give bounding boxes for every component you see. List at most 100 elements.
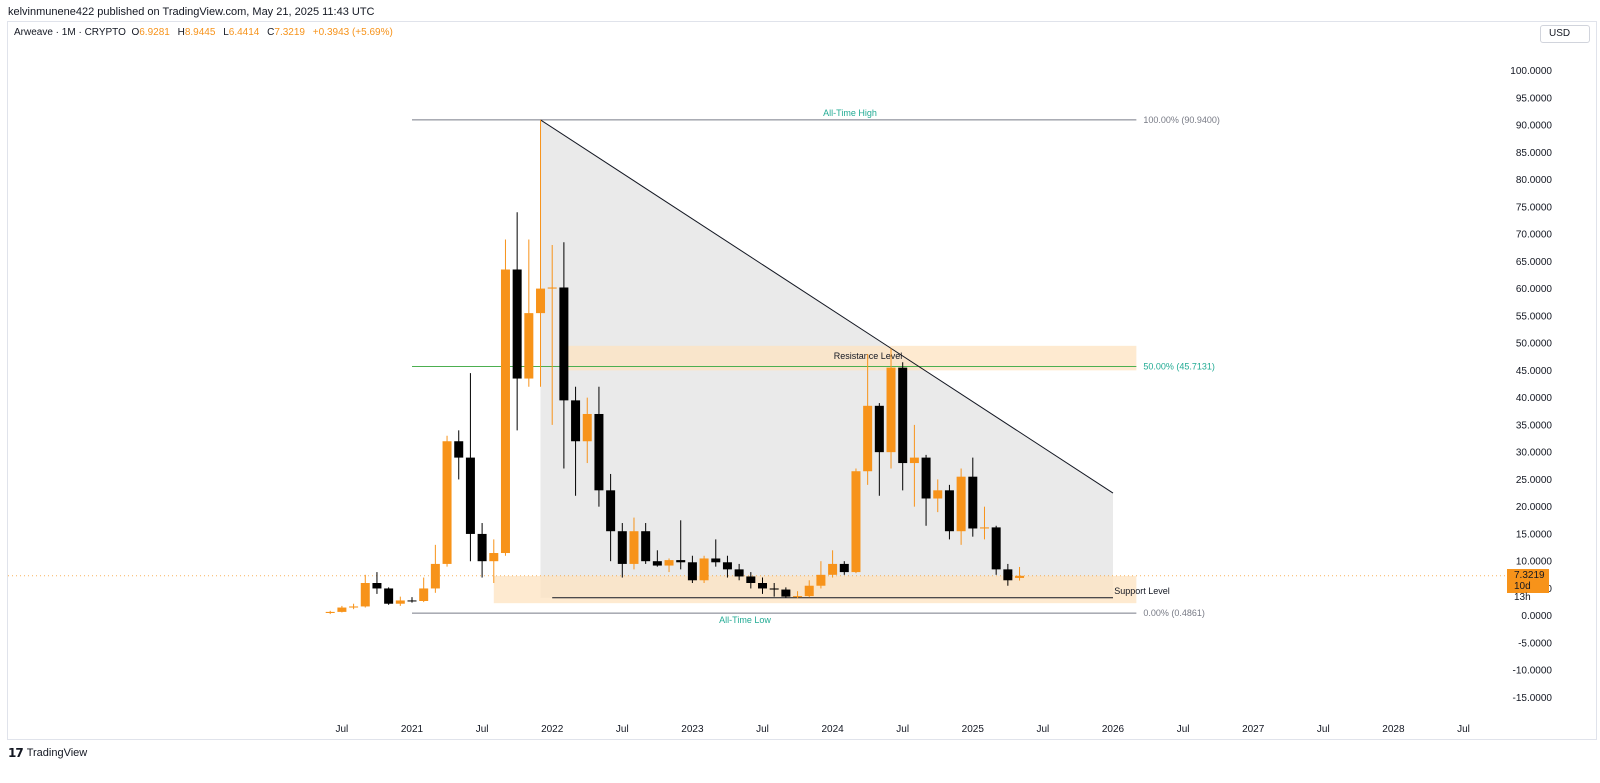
candle-body[interactable] [863, 405, 873, 472]
candle-body[interactable] [956, 476, 966, 532]
candle-body[interactable] [442, 441, 452, 564]
candle-body[interactable] [1003, 569, 1013, 581]
candle-body[interactable] [991, 527, 1001, 570]
currency-button[interactable]: USD [1540, 25, 1590, 43]
descending-trendline[interactable] [540, 119, 1114, 494]
candle-body[interactable] [781, 589, 791, 597]
candle-body[interactable] [337, 607, 347, 612]
candle-body[interactable] [524, 313, 534, 379]
candle-body[interactable] [641, 531, 651, 562]
low-key: L [223, 27, 229, 38]
chart-frame[interactable] [7, 21, 1597, 740]
candle-body[interactable] [360, 583, 370, 607]
x-axis-tick-label: 2024 [821, 724, 844, 735]
candle-body[interactable] [968, 476, 978, 529]
candle-body[interactable] [395, 600, 405, 604]
x-axis-tick-label: Jul [1177, 724, 1190, 735]
candle-body[interactable] [1015, 575, 1025, 578]
candle-body[interactable] [816, 574, 826, 586]
fib-0-label: 0.00% (0.4861) [1143, 608, 1205, 618]
candle-body[interactable] [734, 569, 744, 577]
fib-100-label: 100.00% (90.9400) [1143, 115, 1220, 125]
candle-body[interactable] [793, 596, 803, 598]
high-value: 8.9445 [184, 27, 216, 38]
y-axis-tick-label: 60.0000 [1516, 284, 1553, 295]
x-axis-tick-label: Jul [336, 724, 349, 735]
open-key: O [131, 27, 140, 38]
candle-body[interactable] [886, 367, 896, 453]
top-bar: kelvinmunene422 published on TradingView… [0, 0, 1600, 22]
symbol-name[interactable]: Arweave · 1M · CRYPTO [14, 27, 126, 38]
candle-body[interactable] [629, 531, 639, 564]
high-key: H [177, 27, 185, 38]
candle-body[interactable] [687, 562, 697, 581]
close-value: 7.3219 [274, 27, 305, 38]
y-axis-tick-label: 45.0000 [1516, 366, 1553, 377]
candle-body[interactable] [465, 457, 475, 534]
x-axis-tick-label: 2026 [1102, 724, 1125, 735]
candle-body[interactable] [874, 405, 884, 453]
candle-body[interactable] [536, 288, 546, 314]
y-axis-tick-label: 10.0000 [1516, 557, 1553, 568]
y-axis-tick-label: 30.0000 [1516, 448, 1553, 459]
x-axis-tick-label: 2022 [541, 724, 564, 735]
candle-body[interactable] [500, 269, 510, 554]
x-axis-tick-label: 2027 [1242, 724, 1265, 735]
candle-body[interactable] [722, 562, 732, 570]
candle-body[interactable] [676, 560, 686, 563]
candle-body[interactable] [758, 583, 767, 589]
x-axis-tick-label: 2021 [401, 724, 424, 735]
candle-body[interactable] [921, 457, 931, 499]
y-axis-tick-label: 55.0000 [1516, 311, 1553, 322]
y-axis-tick-label: 25.0000 [1516, 475, 1553, 486]
y-axis-tick-label: 100.0000 [1510, 66, 1552, 77]
candle-body[interactable] [582, 413, 592, 442]
candle-body[interactable] [711, 558, 721, 563]
all-time-low-label: All-Time Low [719, 615, 771, 625]
candle-body[interactable] [547, 287, 557, 289]
candle-body[interactable] [512, 269, 522, 379]
candle-body[interactable] [851, 471, 861, 573]
last-price-value: 7.3219 [1514, 570, 1545, 581]
candle-body[interactable] [699, 558, 709, 581]
candle-body[interactable] [944, 490, 954, 532]
candle-body[interactable] [372, 583, 382, 589]
candle-body[interactable] [559, 287, 569, 401]
candle-body[interactable] [898, 367, 908, 464]
close-key: C [267, 27, 275, 38]
candle-body[interactable] [430, 563, 440, 589]
x-axis-tick-label: Jul [476, 724, 489, 735]
candle-body[interactable] [489, 553, 499, 562]
candle-body[interactable] [979, 527, 989, 529]
candle-body[interactable] [571, 400, 581, 442]
x-axis-tick-label: 2023 [681, 724, 704, 735]
candle-body[interactable] [477, 533, 487, 562]
tradingview-brand[interactable]: 17 TradingView [8, 746, 87, 760]
candle-body[interactable] [909, 457, 919, 464]
candle-body[interactable] [828, 563, 838, 575]
support-zone[interactable] [493, 575, 1137, 604]
candle-body[interactable] [617, 531, 627, 564]
candle-body[interactable] [652, 561, 662, 566]
candle-body[interactable] [933, 490, 943, 499]
x-axis-tick-label: Jul [756, 724, 769, 735]
candle-body[interactable] [746, 576, 756, 584]
candle-body[interactable] [606, 490, 616, 532]
candle-body[interactable] [594, 413, 604, 491]
candle-body[interactable] [839, 563, 849, 573]
candle-body[interactable] [384, 588, 394, 604]
y-axis-tick-label: 40.0000 [1516, 393, 1553, 404]
candle-body[interactable] [407, 600, 417, 602]
bar-countdown: 10d 13h [1514, 581, 1531, 603]
candle-body[interactable] [419, 588, 429, 601]
candle-body[interactable] [804, 585, 814, 597]
candle-body[interactable] [769, 588, 779, 590]
y-axis-tick-label: -5.0000 [1518, 638, 1552, 649]
candle-body[interactable] [349, 606, 359, 608]
x-axis-tick-label: Jul [896, 724, 909, 735]
y-axis-tick-label: 65.0000 [1516, 257, 1553, 268]
candle-body[interactable] [325, 611, 335, 613]
candle-body[interactable] [664, 560, 674, 566]
candle-body[interactable] [454, 441, 464, 458]
